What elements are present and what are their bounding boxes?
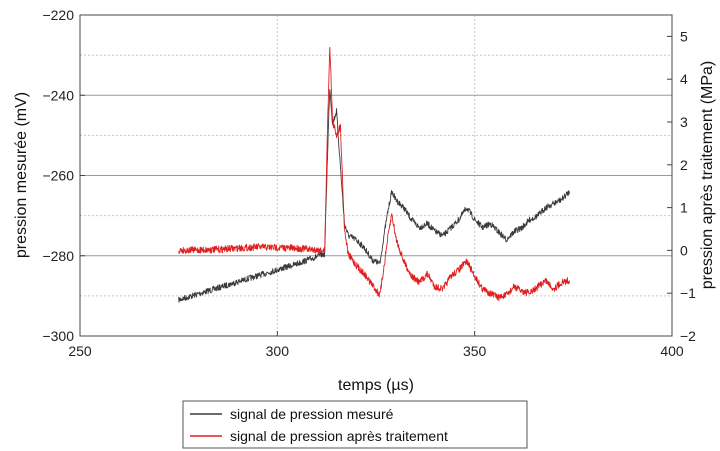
y-right-tick-label: 4: [680, 71, 688, 87]
legend-box: [182, 400, 528, 449]
y-right-axis-title: pression après traitement (MPa): [699, 61, 716, 290]
series-line-0: [178, 88, 570, 303]
y-left-tick-label: −280: [42, 248, 74, 264]
y-right-tick-label: −2: [680, 328, 696, 344]
y-right-tick-label: −1: [680, 285, 696, 301]
y-right-tick-label: 2: [680, 157, 688, 173]
y-left-axis-ticks: −300 −280 −260 −240 −220: [42, 7, 85, 344]
y-left-tick-label: −260: [42, 168, 74, 184]
y-right-tick-label: 3: [680, 114, 688, 130]
y-left-tick-label: −240: [42, 87, 74, 103]
y-right-tick-label: 0: [680, 242, 688, 258]
x-axis-title: temps (µs): [338, 377, 414, 394]
y-right-tick-label: 1: [680, 200, 688, 216]
legend-label-processed: signal de pression après traitement: [230, 428, 448, 444]
grid: [80, 15, 672, 336]
x-tick-label: 400: [660, 343, 684, 359]
y-right-tick-label: 5: [680, 28, 688, 44]
x-axis-ticks: 250 300 350 400: [68, 331, 684, 359]
x-tick-label: 250: [68, 343, 92, 359]
y-right-axis-ticks: −2 −1 0 1 2 3 4 5: [667, 28, 696, 344]
x-tick-label: 300: [266, 343, 290, 359]
legend: signal de pression mesuré signal de pres…: [182, 400, 528, 449]
series-layer: [178, 44, 570, 303]
y-left-tick-label: −300: [42, 328, 74, 344]
y-left-axis-title: pression mesurée (mV): [13, 92, 30, 258]
series-line-1: [178, 46, 570, 302]
x-tick-label: 350: [463, 343, 487, 359]
legend-label-measured: signal de pression mesuré: [230, 406, 394, 422]
y-left-tick-label: −220: [42, 7, 74, 23]
